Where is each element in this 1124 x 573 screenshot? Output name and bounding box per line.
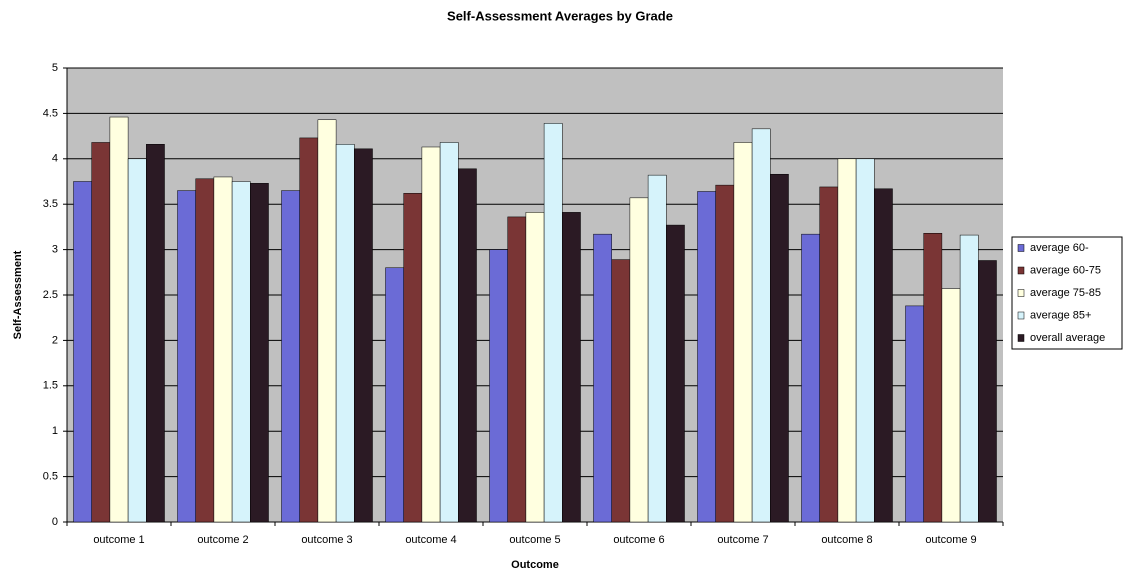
x-tick-label: outcome 6 xyxy=(613,534,664,546)
legend-label: average 60-75 xyxy=(1030,264,1101,276)
bar xyxy=(697,191,716,523)
y-tick-label: 3.5 xyxy=(43,198,58,210)
x-axis-label: Outcome xyxy=(511,559,559,571)
legend-label: average 60- xyxy=(1030,242,1089,254)
bar xyxy=(770,173,789,523)
bar xyxy=(751,128,771,523)
chart-title: Self-Assessment Averages by Grade xyxy=(447,8,673,23)
legend-swatch xyxy=(1017,289,1025,297)
y-tick-label: 5 xyxy=(52,62,58,74)
bar xyxy=(299,137,319,523)
x-tick-label: outcome 4 xyxy=(405,534,456,546)
bar xyxy=(177,190,196,523)
y-tick-label: 1.5 xyxy=(43,380,58,392)
bar xyxy=(959,234,979,523)
bar xyxy=(127,158,147,523)
x-tick-label: outcome 3 xyxy=(301,534,352,546)
x-tick-label: outcome 9 xyxy=(925,534,976,546)
bar xyxy=(403,193,423,523)
bar xyxy=(421,146,441,523)
bar xyxy=(543,123,563,523)
legend-swatch xyxy=(1017,244,1025,252)
bar xyxy=(978,260,997,523)
bar xyxy=(281,190,300,523)
x-tick-label: outcome 1 xyxy=(93,534,144,546)
y-tick-label: 1 xyxy=(52,425,58,437)
y-tick-label: 3 xyxy=(52,244,58,256)
bar xyxy=(317,119,337,523)
bar xyxy=(941,288,961,523)
legend-swatch xyxy=(1017,266,1025,275)
bar xyxy=(923,233,943,523)
bar xyxy=(647,174,667,523)
bar xyxy=(525,212,545,523)
legend-label: average 75-85 xyxy=(1030,287,1101,299)
y-tick-label: 2 xyxy=(52,334,58,346)
bar xyxy=(874,188,893,523)
x-tick-label: outcome 7 xyxy=(717,534,768,546)
y-tick-label: 0.5 xyxy=(43,471,58,483)
bar xyxy=(91,142,111,523)
legend-label: overall average xyxy=(1030,332,1105,344)
bar xyxy=(855,158,875,523)
bar xyxy=(231,181,251,523)
bar xyxy=(666,224,685,523)
bar xyxy=(837,158,857,523)
x-tick-label: outcome 2 xyxy=(197,534,248,546)
x-tick-label: outcome 8 xyxy=(821,534,872,546)
y-tick-label: 4.5 xyxy=(43,107,58,119)
bar xyxy=(819,186,839,523)
y-tick-label: 0 xyxy=(52,516,58,528)
bar xyxy=(250,183,269,523)
bar xyxy=(109,116,129,523)
bar xyxy=(905,305,924,523)
bar xyxy=(146,144,165,523)
x-tick-label: outcome 5 xyxy=(509,534,560,546)
y-axis-label: Self-Assessment xyxy=(12,250,24,339)
legend-swatch xyxy=(1017,334,1025,342)
bar xyxy=(611,259,631,523)
bar xyxy=(354,148,373,523)
bar xyxy=(629,197,649,523)
bar xyxy=(715,184,735,523)
bar xyxy=(213,176,233,523)
y-tick-label: 4 xyxy=(52,153,58,165)
bar xyxy=(439,142,459,523)
legend-label: average 85+ xyxy=(1030,309,1091,321)
legend xyxy=(1011,236,1123,350)
bar xyxy=(195,178,215,523)
bar xyxy=(489,249,508,523)
bar xyxy=(385,267,404,523)
bar xyxy=(733,142,753,523)
legend-swatch xyxy=(1017,311,1025,320)
bar xyxy=(562,212,581,523)
bar xyxy=(801,233,820,523)
bar xyxy=(593,233,612,523)
bar xyxy=(73,181,92,523)
y-tick-label: 2.5 xyxy=(43,289,58,301)
bar xyxy=(507,216,527,523)
bar xyxy=(335,144,355,523)
bar xyxy=(458,168,477,523)
